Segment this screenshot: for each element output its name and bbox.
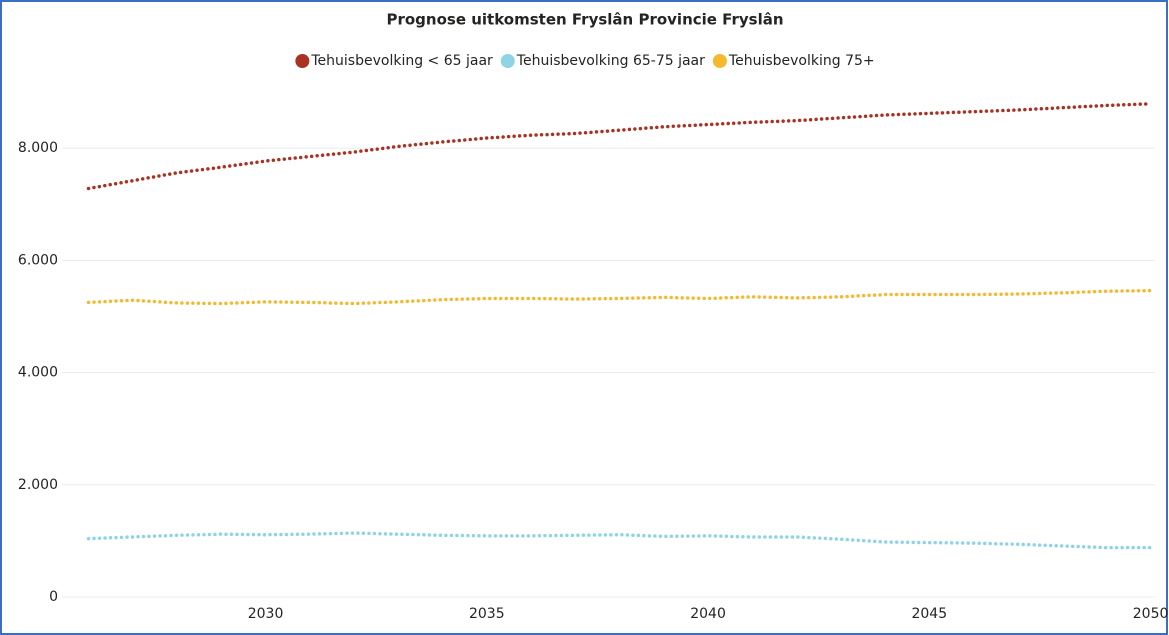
x-tick-label: 2040 <box>690 606 726 622</box>
legend-label: Tehuisbevolking 65-75 jaar <box>516 53 705 69</box>
y-tick-label: 0 <box>49 589 58 605</box>
y-tick-label: 6.000 <box>18 252 58 268</box>
x-tick-label: 2030 <box>248 606 284 622</box>
y-tick-label: 2.000 <box>18 477 58 493</box>
y-tick-label: 4.000 <box>18 365 58 381</box>
legend-label: Tehuisbevolking < 65 jaar <box>310 53 493 69</box>
series-line <box>86 531 1153 550</box>
series-line <box>86 288 1153 306</box>
legend-label: Tehuisbevolking 75+ <box>728 53 875 69</box>
legend: Tehuisbevolking < 65 jaar Tehuisbevolking… <box>295 53 875 69</box>
x-tick-label: 2050 <box>1133 606 1169 622</box>
x-tick-label: 2035 <box>469 606 505 622</box>
series-line <box>86 102 1153 191</box>
legend-marker <box>295 54 310 68</box>
chart-title: Prognose uitkomsten Fryslân Provincie Fr… <box>386 11 783 29</box>
y-tick-label: 8.000 <box>18 140 58 156</box>
legend-marker <box>712 54 727 68</box>
x-tick-label: 2045 <box>911 606 947 622</box>
legend-marker <box>500 54 515 68</box>
